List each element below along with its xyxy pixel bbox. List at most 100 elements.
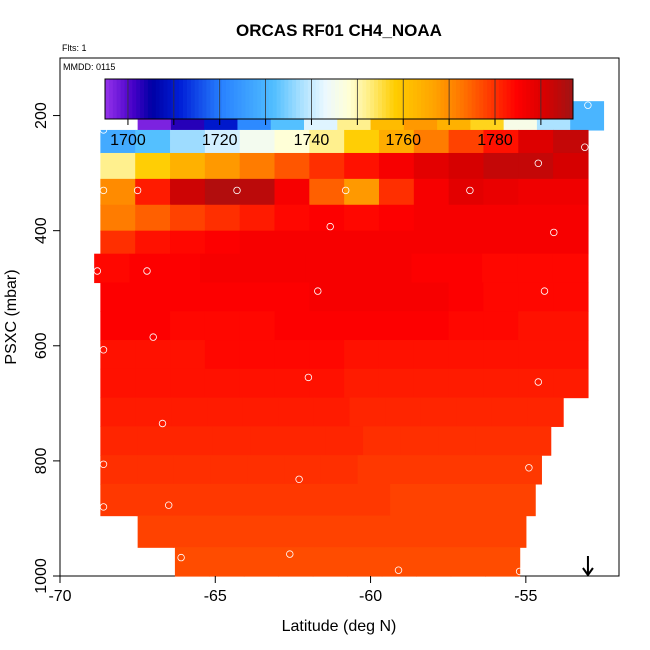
heatmap-cell: [384, 515, 421, 548]
heatmap-cell: [309, 340, 345, 370]
y-tick-label: 200: [33, 102, 50, 129]
colorbar-segment: [159, 79, 164, 119]
colorbar-segment: [307, 79, 313, 119]
heatmap-cells: [94, 101, 605, 577]
colorbar-segment: [214, 79, 219, 119]
heatmap-cell: [204, 282, 241, 312]
heatmap-cell: [278, 397, 315, 427]
sample-point: [149, 333, 157, 341]
colorbar-segment: [319, 79, 324, 119]
colorbar-segment: [194, 79, 200, 119]
colorbar-segment: [479, 79, 484, 119]
heatmap-cell: [518, 152, 554, 180]
heatmap-cell: [518, 204, 554, 232]
heatmap-cell: [517, 253, 554, 284]
heatmap-cell: [100, 311, 136, 341]
colorbar-segment: [144, 79, 149, 119]
heatmap-cell: [278, 547, 314, 577]
heatmap-cell: [456, 397, 493, 427]
colorbar-segment: [202, 79, 207, 119]
colorbar-segment: [432, 79, 437, 119]
heatmap-cell: [378, 178, 415, 206]
heatmap-cell: [172, 483, 210, 517]
heatmap-cell: [100, 178, 136, 206]
colorbar-segment: [105, 79, 110, 119]
heatmap-cell: [309, 152, 345, 180]
heatmap-cell: [313, 397, 351, 427]
colorbar-segment: [163, 79, 168, 119]
heatmap-cell: [553, 152, 589, 180]
colorbar-segment: [225, 79, 231, 119]
heatmap-cell: [208, 515, 245, 548]
colorbar-segment: [436, 79, 441, 119]
colorbar-segment: [561, 79, 566, 119]
heatmap-cell: [100, 483, 138, 517]
heatmap-cell: [242, 397, 279, 427]
heatmap-cell: [448, 311, 485, 341]
heatmap-cell: [172, 515, 209, 548]
heatmap-cell: [137, 515, 174, 548]
heatmap-cell: [420, 397, 457, 427]
heatmap-cell: [137, 455, 175, 485]
sample-point: [133, 186, 142, 195]
heatmap-cell: [243, 515, 280, 548]
heatmap-cell: [170, 129, 206, 154]
heatmap-cell: [483, 230, 519, 255]
heatmap-cell: [413, 230, 450, 255]
colorbar-segment: [296, 79, 301, 119]
colorbar-segment: [155, 79, 161, 119]
heatmap-cell: [274, 282, 310, 312]
heatmap-cell: [490, 515, 527, 548]
colorbar-segment: [413, 79, 418, 119]
heatmap-cell: [204, 204, 241, 232]
colorbar-segment: [569, 79, 574, 119]
colorbar-segment: [362, 79, 367, 119]
heatmap-cell: [483, 340, 519, 370]
heatmap-cell: [553, 368, 589, 399]
sample-point: [342, 186, 350, 195]
colorbar-segment: [545, 79, 551, 119]
colorbar-segment: [249, 79, 254, 119]
heatmap-cell: [491, 397, 529, 427]
heatmap-cell: [100, 282, 136, 312]
heatmap-cell: [129, 253, 166, 284]
heatmap-cell: [344, 282, 380, 312]
heatmap-cell: [174, 547, 210, 577]
colorbar-segment: [463, 79, 469, 119]
sample-point: [99, 503, 108, 511]
heatmap-cell: [394, 455, 432, 485]
colorbar-segment: [405, 79, 410, 119]
heatmap-cell: [199, 253, 236, 284]
colorbar-segment: [358, 79, 363, 119]
heatmap-cell: [170, 152, 206, 180]
heatmap-cell: [175, 426, 214, 456]
colorbar-segment: [506, 79, 512, 119]
colorbar-segment: [331, 79, 336, 119]
sample-point: [99, 186, 108, 195]
heatmap-cell: [274, 129, 310, 154]
colorbar-segment: [385, 79, 391, 119]
y-tick-label: 1000: [33, 558, 50, 594]
heatmap-cell: [325, 426, 364, 456]
x-tick-label: -65: [204, 588, 227, 605]
colorbar-segment: [339, 79, 344, 119]
heatmap-cell: [455, 515, 492, 548]
sample-point: [394, 566, 403, 574]
sample-point: [158, 419, 167, 428]
heatmap-cell: [431, 455, 469, 485]
heatmap-cell: [135, 397, 173, 427]
colorbar-segment: [245, 79, 250, 119]
heatmap-cell: [378, 129, 415, 154]
heatmap-cell: [320, 455, 359, 485]
colorbar-segment: [276, 79, 281, 119]
colorbar-segment: [315, 79, 320, 119]
sample-point: [581, 143, 589, 151]
colorbar-segment: [280, 79, 285, 119]
colorbar-segment: [541, 79, 547, 119]
colorbar-segment: [190, 79, 196, 119]
colorbar-segment: [370, 79, 375, 119]
heatmap-cell: [553, 340, 589, 370]
colorbar-segment: [424, 79, 430, 119]
heatmap-cell: [239, 311, 276, 341]
heatmap-cell: [353, 483, 391, 517]
